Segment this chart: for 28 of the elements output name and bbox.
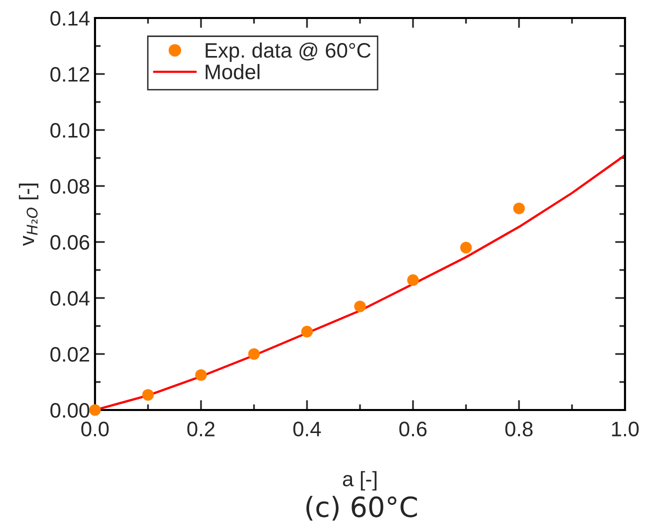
- x-tick-label: 0.8: [505, 422, 533, 436]
- legend-label: Exp. data @ 60°C: [206, 42, 371, 62]
- point: [407, 274, 419, 286]
- y-tick-label: 0.00: [50, 403, 90, 418]
- x-tick-label: 0.4: [293, 422, 321, 436]
- point: [301, 326, 313, 338]
- y-tick-label: 0.14: [50, 11, 90, 26]
- y-axis-title: v$_{H₂O}$ [-]: [18, 184, 38, 246]
- legend-label: Model: [206, 64, 260, 80]
- point: [142, 389, 154, 401]
- x-tick-label: 0.2: [187, 422, 214, 436]
- x-axis-title: a [-]: [342, 471, 376, 491]
- x-tick-label: 0.0: [81, 422, 109, 436]
- x-tick-label: 1.0: [612, 422, 639, 436]
- y-tick-label: 0.04: [50, 291, 90, 306]
- y-tick-label: 0.12: [50, 67, 90, 82]
- point: [354, 300, 366, 312]
- y-tick-label: 0.10: [50, 123, 90, 138]
- y-tick-label: 0.02: [50, 347, 90, 362]
- point: [248, 348, 260, 360]
- y-tick-label: 0.08: [50, 179, 90, 194]
- point: [195, 369, 207, 381]
- y-tick-label: 0.06: [50, 235, 90, 250]
- text: (c) 60°C: [306, 496, 417, 521]
- x-tick-label: 0.6: [399, 422, 427, 436]
- point: [460, 242, 472, 254]
- point: [89, 404, 101, 416]
- point: [513, 202, 525, 214]
